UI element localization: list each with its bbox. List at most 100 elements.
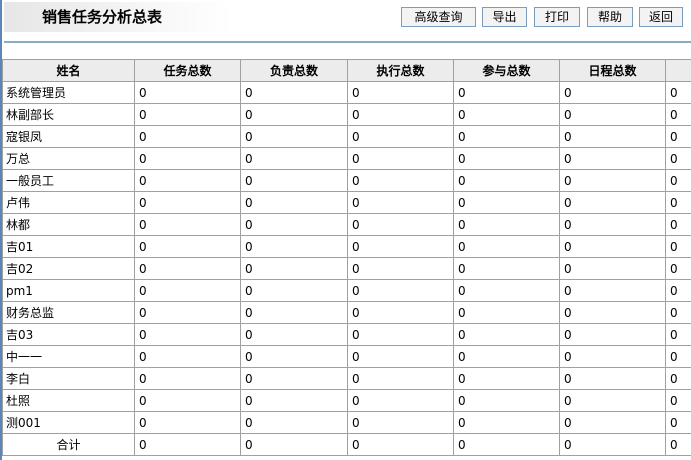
count-cell: 0 (453, 81, 560, 104)
count-cell: 0 (665, 279, 691, 302)
count-cell: 0 (240, 191, 348, 214)
count-cell: 0 (347, 147, 454, 170)
table-row: 一般员工 0 0 0 0 0 0 (2, 169, 691, 192)
count-cell: 0 (134, 323, 241, 346)
count-cell: 0 (453, 301, 560, 324)
count-cell: 0 (347, 345, 454, 368)
count-cell: 0 (347, 213, 454, 236)
header-row: 姓名 任务总数 负责总数 执行总数 参与总数 日程总数 (2, 59, 691, 82)
count-cell: 0 (240, 81, 348, 104)
count-cell: 0 (134, 257, 241, 280)
count-cell: 0 (559, 125, 666, 148)
count-cell: 0 (134, 125, 241, 148)
count-cell: 0 (559, 169, 666, 192)
count-cell: 0 (559, 433, 666, 456)
count-cell: 0 (453, 103, 560, 126)
count-cell: 0 (134, 103, 241, 126)
column-header: 参与总数 (453, 59, 560, 82)
count-cell: 0 (347, 103, 454, 126)
count-cell: 0 (134, 169, 241, 192)
count-cell: 0 (347, 301, 454, 324)
table-row: 吉03 0 0 0 0 0 0 (2, 323, 691, 346)
count-cell: 0 (240, 169, 348, 192)
summary-table: 姓名 任务总数 负责总数 执行总数 参与总数 日程总数 系统管理员 0 0 0 0 0 0 林副部长 0 0… (2, 59, 691, 456)
count-cell: 0 (453, 345, 560, 368)
page-title: 销售任务分析总表 (4, 2, 233, 32)
count-cell: 0 (347, 389, 454, 412)
print-button[interactable]: 打印 (534, 7, 580, 27)
table-row: 李白 0 0 0 0 0 0 (2, 367, 691, 390)
count-cell: 0 (240, 257, 348, 280)
count-cell: 0 (665, 147, 691, 170)
count-cell: 0 (453, 147, 560, 170)
divider (4, 41, 691, 43)
count-cell: 0 (665, 367, 691, 390)
export-button[interactable]: 导出 (482, 7, 527, 27)
count-cell: 0 (347, 235, 454, 258)
count-cell: 0 (453, 213, 560, 236)
count-cell: 0 (559, 147, 666, 170)
count-cell: 0 (559, 213, 666, 236)
count-cell: 0 (240, 279, 348, 302)
table-row: 寇银凤 0 0 0 0 0 0 (2, 125, 691, 148)
count-cell: 0 (559, 235, 666, 258)
count-cell: 0 (347, 81, 454, 104)
count-cell: 0 (559, 191, 666, 214)
count-cell: 0 (453, 235, 560, 258)
total-label: 合计 (2, 433, 135, 456)
table-row: 林副部长 0 0 0 0 0 0 (2, 103, 691, 126)
count-cell: 0 (240, 323, 348, 346)
count-cell: 0 (134, 213, 241, 236)
advanced-search-button[interactable]: 高级查询 (401, 7, 476, 27)
table-row: pm1 0 0 0 0 0 0 (2, 279, 691, 302)
count-cell: 0 (347, 279, 454, 302)
table-row: 杜照 0 0 0 0 0 0 (2, 389, 691, 412)
count-cell: 0 (453, 279, 560, 302)
count-cell: 0 (240, 389, 348, 412)
count-cell: 0 (347, 323, 454, 346)
count-cell: 0 (665, 301, 691, 324)
table-row: 吉02 0 0 0 0 0 0 (2, 257, 691, 280)
help-button[interactable]: 帮助 (587, 7, 633, 27)
count-cell: 0 (240, 213, 348, 236)
count-cell: 0 (559, 257, 666, 280)
count-cell: 0 (347, 433, 454, 456)
name-cell: 测001 (2, 411, 135, 434)
count-cell: 0 (347, 257, 454, 280)
table-row: 系统管理员 0 0 0 0 0 0 (2, 81, 691, 104)
back-button[interactable]: 返回 (639, 7, 683, 27)
name-cell: 卢伟 (2, 191, 135, 214)
column-header: 任务总数 (134, 59, 241, 82)
count-cell: 0 (453, 433, 560, 456)
count-cell: 0 (240, 125, 348, 148)
count-cell: 0 (134, 345, 241, 368)
count-cell: 0 (347, 191, 454, 214)
name-cell: 一般员工 (2, 169, 135, 192)
name-cell: 李白 (2, 367, 135, 390)
count-cell: 0 (240, 345, 348, 368)
name-cell: 林副部长 (2, 103, 135, 126)
count-cell: 0 (665, 235, 691, 258)
count-cell: 0 (134, 367, 241, 390)
column-header: 姓名 (2, 59, 135, 82)
count-cell: 0 (347, 169, 454, 192)
count-cell: 0 (665, 323, 691, 346)
count-cell: 0 (347, 125, 454, 148)
count-cell: 0 (665, 191, 691, 214)
count-cell: 0 (559, 279, 666, 302)
count-cell: 0 (134, 301, 241, 324)
count-cell: 0 (665, 411, 691, 434)
count-cell: 0 (453, 323, 560, 346)
count-cell: 0 (347, 367, 454, 390)
name-cell: 林都 (2, 213, 135, 236)
count-cell: 0 (240, 301, 348, 324)
column-header: 执行总数 (347, 59, 454, 82)
table-row: 万总 0 0 0 0 0 0 (2, 147, 691, 170)
count-cell: 0 (559, 301, 666, 324)
count-cell: 0 (240, 147, 348, 170)
count-cell: 0 (665, 213, 691, 236)
count-cell: 0 (240, 433, 348, 456)
count-cell: 0 (665, 345, 691, 368)
count-cell: 0 (453, 257, 560, 280)
column-header: 日程总数 (559, 59, 666, 82)
